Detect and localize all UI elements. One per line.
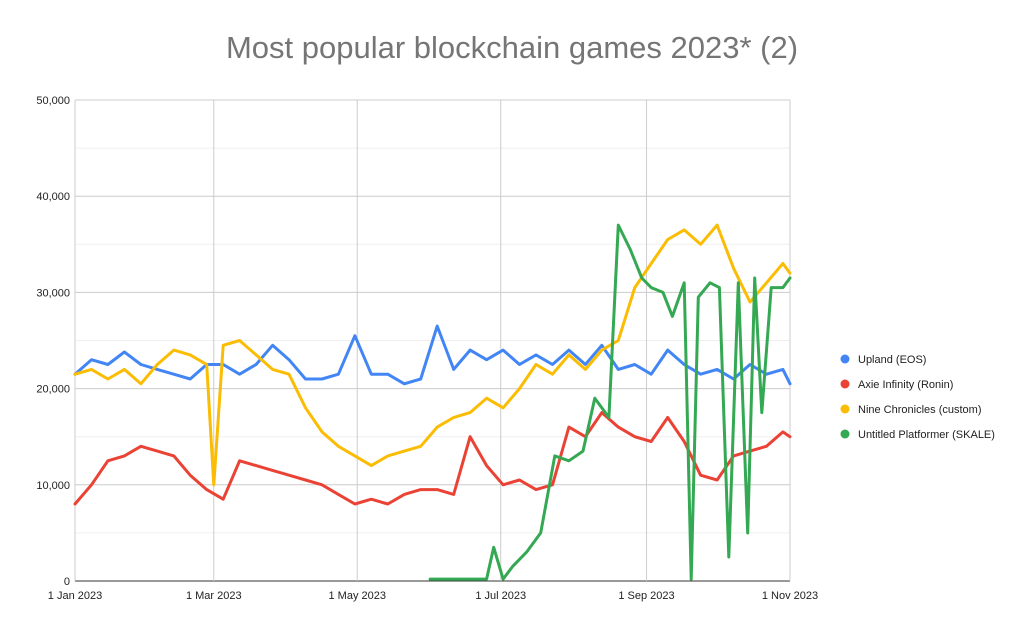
- series-line-1: [73, 411, 792, 506]
- legend-swatch: [840, 354, 850, 364]
- x-tick-label: 1 May 2023: [328, 590, 385, 602]
- y-tick-label: 0: [64, 576, 70, 588]
- legend: Upland (EOS) Axie Infinity (Ronin) Nine Ch…: [840, 354, 995, 441]
- y-tick-label: 20,000: [36, 384, 70, 396]
- y-tick-label: 50,000: [36, 95, 70, 107]
- axis-ticks: 0 10,000 20,000 30,000 40,000 50,000 1 Jan 202…: [36, 95, 818, 602]
- y-tick-label: 40,000: [36, 191, 70, 203]
- x-tick-label: 1 Jul 2023: [475, 590, 526, 602]
- x-tick-label: 1 Sep 2023: [618, 590, 674, 602]
- legend-label: Untitled Platformer (SKALE): [858, 429, 995, 441]
- x-tick-label: 1 Nov 2023: [762, 590, 818, 602]
- legend-swatch: [840, 404, 850, 414]
- series-lines: [73, 223, 792, 581]
- legend-swatch: [840, 429, 850, 439]
- y-tick-label: 30,000: [36, 287, 70, 299]
- chart-title: Most popular blockchain games 2023* (2): [225, 30, 799, 65]
- y-tick-label: 10,000: [36, 480, 70, 492]
- legend-label: Nine Chronicles (custom): [858, 404, 981, 416]
- series-line-2: [73, 223, 792, 487]
- x-tick-label: 1 Mar 2023: [186, 590, 242, 602]
- x-tick-label: 1 Jan 2023: [48, 590, 102, 602]
- series-line-3: [428, 223, 792, 581]
- legend-label: Axie Infinity (Ronin): [858, 379, 953, 391]
- legend-label: Upland (EOS): [858, 354, 926, 366]
- legend-swatch: [840, 379, 850, 389]
- series-line-0: [73, 324, 792, 386]
